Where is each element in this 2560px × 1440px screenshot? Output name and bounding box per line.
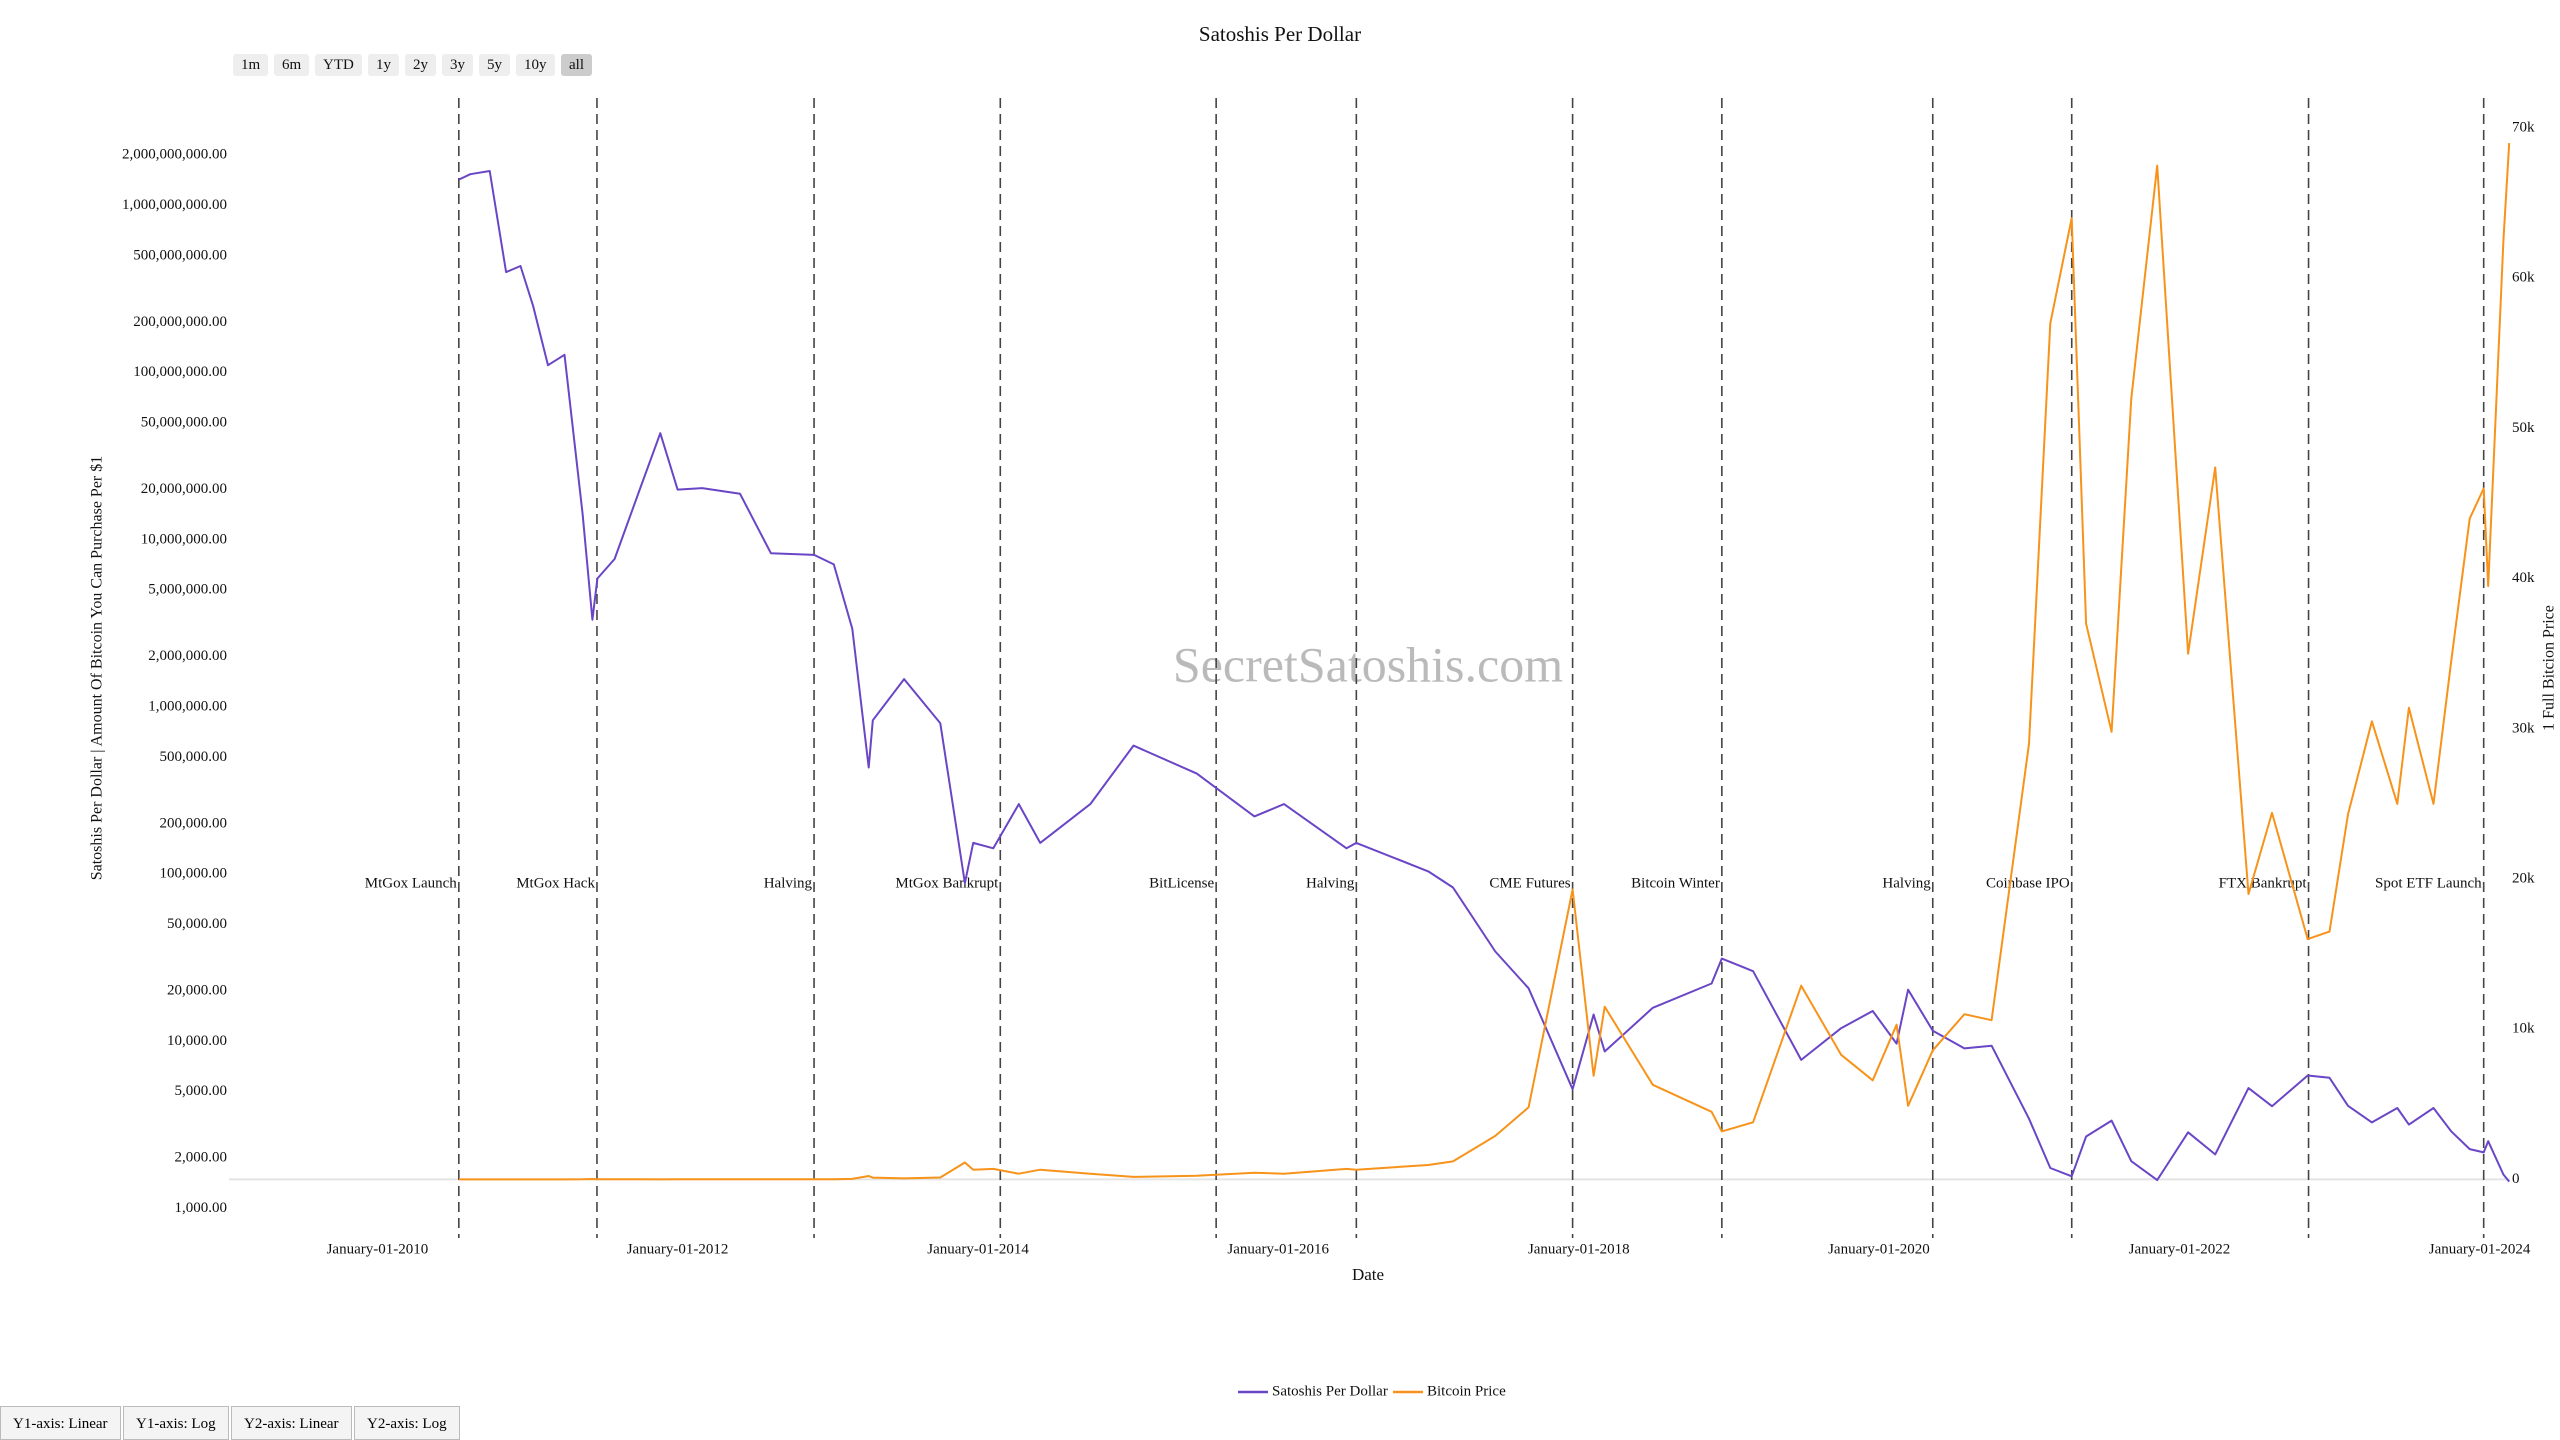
axis-scale-button[interactable]: Y2-axis: Log [354, 1406, 460, 1440]
y-tick-label: 2,000,000.00 [148, 648, 227, 664]
axis-scale-button[interactable]: Y1-axis: Linear [0, 1406, 121, 1440]
y-tick-label: 5,000.00 [175, 1083, 228, 1099]
y-tick-label: 20,000,000.00 [141, 481, 227, 497]
x-tick-label: January-01-2010 [327, 1241, 429, 1257]
y-tick-label: 2,000,000,000.00 [122, 147, 227, 163]
y2-tick-label: 10k [2512, 1021, 2535, 1037]
x-axis-title: Date [1352, 1265, 1384, 1284]
range-button[interactable]: 6m [274, 54, 310, 76]
range-button[interactable]: YTD [315, 54, 362, 76]
y2-tick-label: 40k [2512, 570, 2535, 586]
event-label: MtGox Bankrupt [895, 875, 999, 891]
y-tick-label: 500,000,000.00 [133, 247, 227, 263]
event-label: BitLicense [1149, 875, 1214, 891]
event-label: MtGox Hack [516, 875, 595, 891]
series-line [458, 143, 2511, 1181]
y-tick-label: 1,000,000,000.00 [122, 197, 227, 213]
y-tick-label: 10,000.00 [167, 1033, 227, 1049]
chart-title: Satoshis Per Dollar [1199, 22, 1361, 46]
y2-tick-label: 60k [2512, 270, 2535, 286]
y-tick-label: 5,000,000.00 [148, 582, 227, 598]
range-button[interactable]: 10y [516, 54, 555, 76]
x-tick-label: January-01-2022 [2129, 1241, 2231, 1257]
y2-tick-label: 30k [2512, 720, 2535, 736]
y-tick-label: 200,000,000.00 [133, 314, 227, 330]
range-button[interactable]: 1y [368, 54, 399, 76]
event-label: Halving [1882, 875, 1931, 891]
y-tick-label: 100,000,000.00 [133, 364, 227, 380]
range-button[interactable]: 1m [233, 54, 269, 76]
event-label: MtGox Launch [365, 875, 458, 891]
y2-tick-label: 70k [2512, 119, 2535, 135]
event-label: CME Futures [1489, 875, 1570, 891]
y-tick-label: 2,000.00 [175, 1150, 228, 1166]
range-button[interactable]: all [561, 54, 592, 76]
y2-tick-label: 20k [2512, 870, 2535, 886]
y2-axis-title: 1 Full Bitcion Price [2541, 605, 2558, 731]
range-button[interactable]: 2y [405, 54, 436, 76]
series-line [458, 170, 2510, 1183]
y-axis-title: Satoshis Per Dollar | Amount Of Bitcoin … [89, 456, 106, 881]
event-label: Coinbase IPO [1986, 875, 2070, 891]
watermark: SecretSatoshis.com [1173, 636, 1563, 692]
x-tick-label: January-01-2018 [1528, 1241, 1630, 1257]
event-label: Spot ETF Launch [2375, 875, 2482, 891]
y2-tick-label: 50k [2512, 420, 2535, 436]
event-label: Halving [1306, 875, 1355, 891]
y-tick-label: 50,000.00 [167, 916, 227, 932]
range-button[interactable]: 3y [442, 54, 473, 76]
y-tick-label: 20,000.00 [167, 983, 227, 999]
event-label: Halving [764, 875, 813, 891]
axis-scale-button[interactable]: Y2-axis: Linear [231, 1406, 352, 1440]
range-button[interactable]: 5y [479, 54, 510, 76]
legend-label: Satoshis Per Dollar [1272, 1383, 1388, 1399]
y-tick-label: 10,000,000.00 [141, 531, 227, 547]
y-tick-label: 100,000.00 [160, 866, 228, 882]
y-tick-label: 200,000.00 [160, 815, 228, 831]
y-tick-label: 1,000.00 [175, 1200, 228, 1216]
x-tick-label: January-01-2014 [927, 1241, 1029, 1257]
event-label: Bitcoin Winter [1631, 875, 1720, 891]
axis-scale-button[interactable]: Y1-axis: Log [123, 1406, 229, 1440]
x-tick-label: January-01-2024 [2429, 1241, 2531, 1257]
x-tick-label: January-01-2012 [627, 1241, 729, 1257]
y2-tick-label: 0 [2512, 1171, 2520, 1187]
legend-label: Bitcoin Price [1427, 1383, 1506, 1399]
y-tick-label: 500,000.00 [160, 749, 228, 765]
event-label: FTX Bankrupt [2219, 875, 2308, 891]
x-tick-label: January-01-2016 [1227, 1241, 1329, 1257]
y-tick-label: 1,000,000.00 [148, 699, 227, 715]
x-tick-label: January-01-2020 [1828, 1241, 1930, 1257]
y-tick-label: 50,000,000.00 [141, 415, 227, 431]
